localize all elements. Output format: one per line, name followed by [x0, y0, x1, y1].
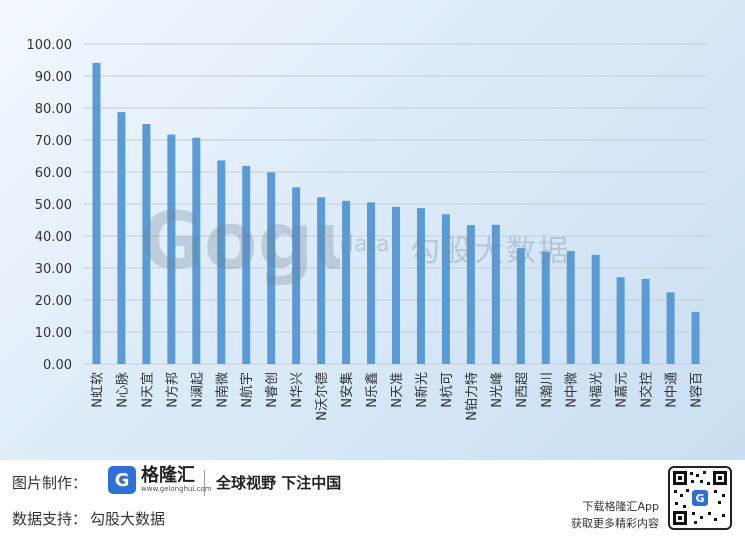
x-tick-label: N安集	[339, 372, 355, 408]
qr-pattern: G	[673, 471, 727, 525]
bar	[616, 277, 625, 364]
bar	[167, 134, 176, 364]
x-tick-label: N南微	[214, 372, 230, 408]
bar	[641, 278, 650, 364]
x-tick-label: N方邦	[164, 372, 180, 408]
y-tick-label: 90.00	[35, 70, 72, 85]
x-tick-label: N光峰	[490, 372, 505, 408]
bar	[416, 208, 425, 364]
x-tick-label: N福光	[590, 372, 605, 408]
bar	[142, 124, 151, 364]
data-support-label: 数据支持：	[12, 510, 88, 528]
qr-code-icon[interactable]: G	[668, 466, 732, 530]
watermark-cn-text: 勾股大数据	[410, 234, 570, 269]
app-download-text: 下载格隆汇App	[582, 500, 660, 513]
bar	[92, 62, 101, 364]
bar	[342, 200, 351, 364]
brand: G 格隆汇 www.gelonghui.com	[108, 466, 212, 494]
y-tick-label: 80.00	[35, 102, 72, 117]
slogan: 全球视野 下注中国	[216, 474, 342, 492]
y-tick-label: 60.00	[35, 166, 72, 181]
y-tick-label: 0.00	[43, 358, 72, 373]
bar	[267, 172, 276, 364]
footer: 图片制作： G 格隆汇 www.gelonghui.com 全球视野 下注中国 …	[0, 460, 745, 537]
x-tick-label: N杭可	[440, 372, 455, 408]
x-tick-label: N天准	[390, 372, 405, 408]
bar	[217, 160, 226, 364]
bar	[691, 311, 700, 364]
bar	[566, 251, 575, 364]
x-tick-label: N睿创	[265, 372, 280, 408]
x-tick-label: N澜起	[190, 372, 205, 408]
data-support-value: 勾股大数据	[90, 510, 166, 528]
bar	[242, 165, 251, 364]
chart-area: 0.00 10.00 20.00 30.00 40.00 50.00 60.00 70.00 8…	[0, 0, 745, 460]
x-tick-label: N容百	[689, 372, 705, 408]
y-tick-label: 40.00	[35, 230, 72, 245]
y-tick-label: 20.00	[35, 294, 72, 309]
y-tick-label: 70.00	[35, 134, 72, 149]
bar-chart: 0.00 10.00 20.00 30.00 40.00 50.00 60.00 70.00 8…	[27, 38, 708, 421]
y-tick-label: 100.00	[27, 38, 73, 53]
bar	[192, 137, 201, 364]
bar	[117, 112, 126, 364]
x-tick-label: N沃尔德	[315, 372, 330, 421]
brand-url: www.gelonghui.com	[141, 485, 212, 493]
bar	[466, 225, 475, 364]
bar	[292, 187, 301, 364]
x-tick-label: N瀚川	[540, 372, 555, 408]
x-tick-label: N航宇	[239, 372, 255, 408]
x-tick-label: N铂力特	[464, 372, 480, 421]
bar	[367, 202, 376, 364]
x-tick-label: N中通	[665, 372, 680, 408]
bar	[516, 248, 525, 364]
x-tick-label: N新光	[414, 372, 430, 408]
x-tick-label: N交控	[639, 372, 655, 408]
gelonghui-logo-icon: G	[108, 466, 136, 494]
bar	[666, 292, 675, 364]
x-tick-label: N华兴	[290, 372, 305, 408]
bar	[541, 251, 550, 364]
x-tick-label: N心脉	[115, 372, 130, 408]
y-tick-label: 30.00	[35, 262, 72, 277]
svg-text:G: G	[695, 492, 704, 505]
app-more-content-text: 获取更多精彩内容	[571, 517, 659, 530]
bar	[392, 206, 400, 364]
watermark-data-text: data	[340, 232, 390, 257]
bar	[591, 254, 600, 364]
y-tick-label: 50.00	[35, 198, 72, 213]
x-tick-label: N中微	[565, 372, 580, 408]
y-tick-label: 10.00	[35, 326, 72, 341]
divider	[204, 470, 205, 496]
x-tick-label: N虹软	[90, 372, 105, 408]
brand-name: 格隆汇	[141, 465, 195, 486]
x-tick-label: N嘉元	[615, 372, 630, 408]
x-tick-label: N西超	[515, 372, 530, 408]
x-tick-label: N天宜	[140, 372, 155, 408]
bar	[491, 224, 500, 364]
bar	[317, 197, 326, 364]
made-by-label: 图片制作：	[12, 474, 88, 492]
x-tick-label: N乐鑫	[364, 372, 380, 408]
bar	[441, 214, 450, 364]
